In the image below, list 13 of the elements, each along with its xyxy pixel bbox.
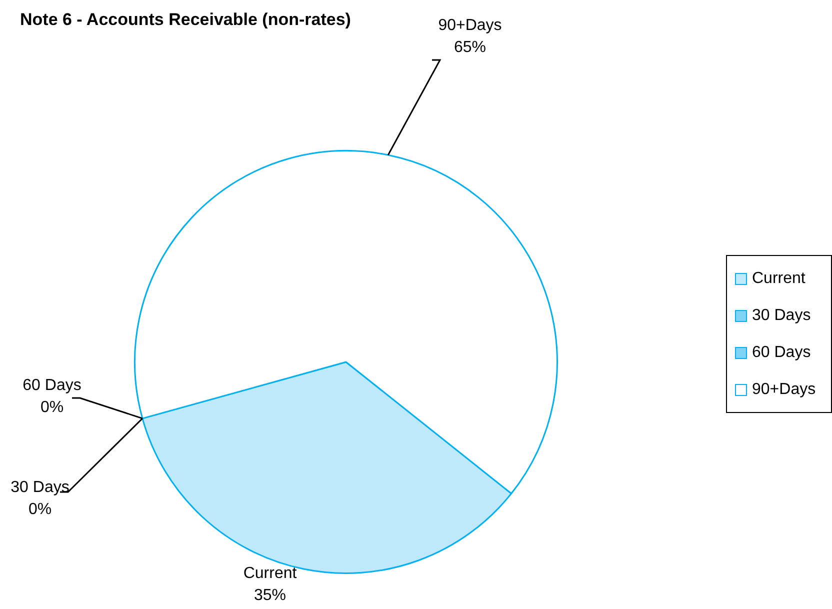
slice-label: Current [243,565,298,582]
slice-label: 90+Days [438,17,502,34]
text: 0% [28,501,52,518]
chart-title: Note 6 - Accounts Receivable (non-rates) [20,10,351,30]
data-label: 35% [254,587,286,604]
legend-label: 30 Days [752,306,811,324]
category-label: 60 Days [22,377,82,394]
data-label: 65% [454,39,486,56]
legend-label: 90+Days [752,380,816,398]
legend-label: 60 Days [752,344,811,362]
category-label: 30 Days [10,479,70,496]
text: 0% [40,399,64,416]
legend-label: Current [752,270,806,288]
